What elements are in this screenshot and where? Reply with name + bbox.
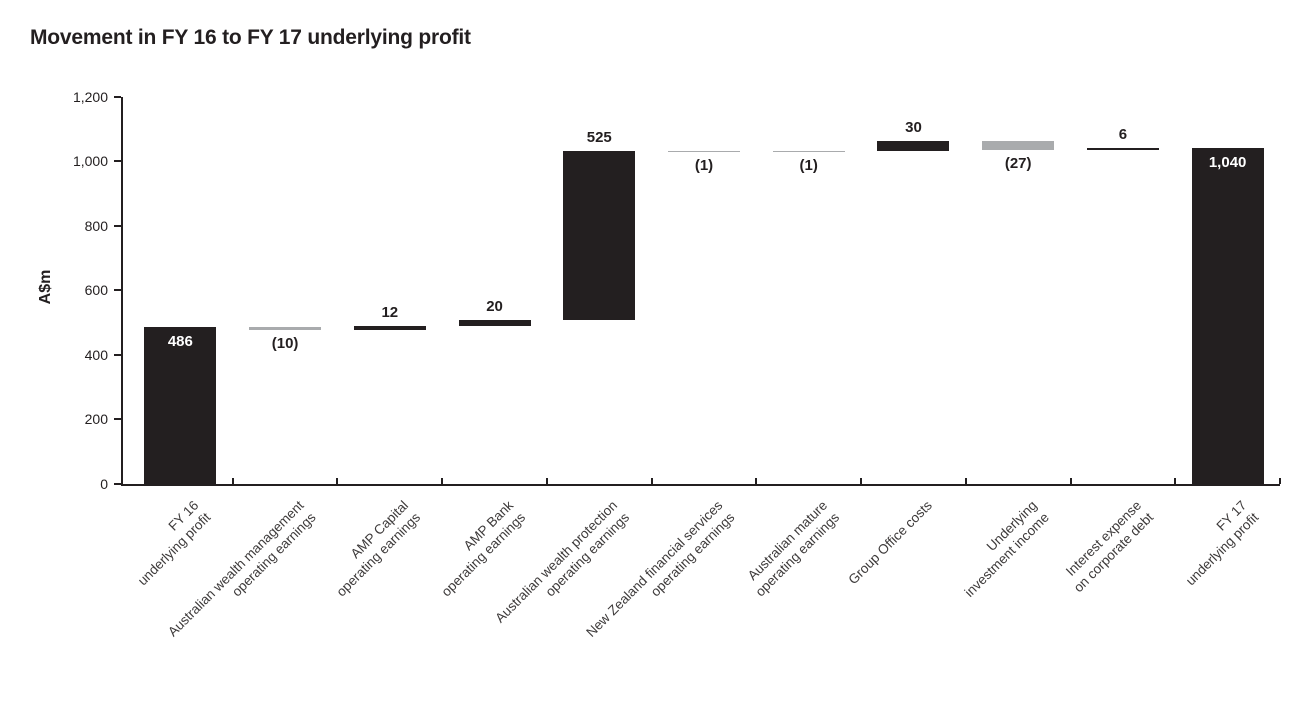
y-tick-label: 800 (84, 217, 108, 234)
x-category-label-amp-capital: AMP Capital operating earnings (333, 497, 424, 600)
bar-value-label-fy17-underlying-profit: 1,040 (1208, 154, 1247, 172)
x-category-label-amp-bank: AMP Bank operating earnings (438, 497, 528, 600)
y-tick-label: 200 (84, 411, 108, 428)
waterfall-bar-australian-wealth-management (249, 327, 322, 331)
waterfall-bar-amp-capital (353, 326, 426, 331)
waterfall-bar-interest-expense (1086, 148, 1159, 151)
x-tick (755, 478, 758, 484)
waterfall-bar-new-zealand-financial-services (668, 150, 740, 152)
x-tick (545, 478, 548, 484)
waterfall-bar-amp-bank (458, 320, 531, 327)
x-tick (964, 478, 967, 484)
x-axis-line (121, 484, 1280, 486)
bar-value-label-australian-wealth-management: (10) (271, 335, 299, 353)
x-category-label-group-office-costs: Group Office costs (845, 497, 935, 588)
y-tick (114, 353, 121, 356)
bar-value-label-australian-mature: (1) (799, 157, 818, 175)
bar-value-label-interest-expense: 6 (1118, 126, 1128, 144)
y-tick (114, 224, 121, 227)
waterfall-bar-australian-mature (772, 150, 845, 153)
bar-value-label-australian-wealth-protection: 525 (586, 128, 612, 146)
bar-value-label-amp-capital: 12 (381, 304, 399, 322)
x-tick (231, 478, 234, 484)
waterfall-bar-fy16-underlying-profit (144, 327, 217, 484)
bar-value-label-group-office-costs: 30 (905, 119, 922, 137)
y-axis-line (121, 96, 123, 486)
y-tick (114, 289, 121, 292)
waterfall-bar-fy17-underlying-profit (1191, 148, 1264, 484)
x-category-label-fy17-underlying-profit: FY 17 underlying profit (1182, 497, 1261, 589)
x-tick (1069, 478, 1072, 484)
x-tick (650, 478, 653, 484)
waterfall-bar-australian-wealth-protection (563, 150, 636, 320)
y-tick-label: 1,000 (72, 153, 108, 170)
y-tick (114, 483, 121, 485)
y-tick (114, 95, 121, 98)
x-tick (441, 478, 444, 484)
x-category-label-underlying-investment-income: Underlying investment income (961, 497, 1052, 600)
x-tick (1174, 478, 1177, 484)
bar-value-label-fy16-underlying-profit: 486 (167, 333, 193, 351)
bar-value-label-new-zealand-financial-services: (1) (694, 156, 714, 174)
bar-value-label-underlying-investment-income: (27) (1004, 155, 1032, 173)
x-tick (336, 478, 339, 484)
y-tick-label: 600 (84, 282, 108, 299)
y-tick (114, 418, 121, 421)
x-category-label-fy16-underlying-profit: FY 16 underlying profit (135, 497, 214, 589)
x-category-label-australian-mature: Australian mature operating earnings (744, 497, 843, 600)
x-tick (860, 478, 863, 484)
y-tick-label: 0 (100, 476, 108, 492)
y-tick-label: 400 (84, 346, 108, 363)
x-tick (1279, 478, 1281, 484)
x-category-label-interest-expense: Interest expense on corporate debt (1063, 497, 1157, 596)
bar-value-label-amp-bank: 20 (486, 298, 503, 315)
y-tick (114, 160, 121, 163)
waterfall-bar-underlying-investment-income (982, 141, 1055, 151)
waterfall-bar-group-office-costs (877, 141, 950, 152)
y-tick-label: 1,200 (72, 88, 108, 105)
chart-title: Movement in FY 16 to FY 17 underlying pr… (30, 26, 471, 49)
